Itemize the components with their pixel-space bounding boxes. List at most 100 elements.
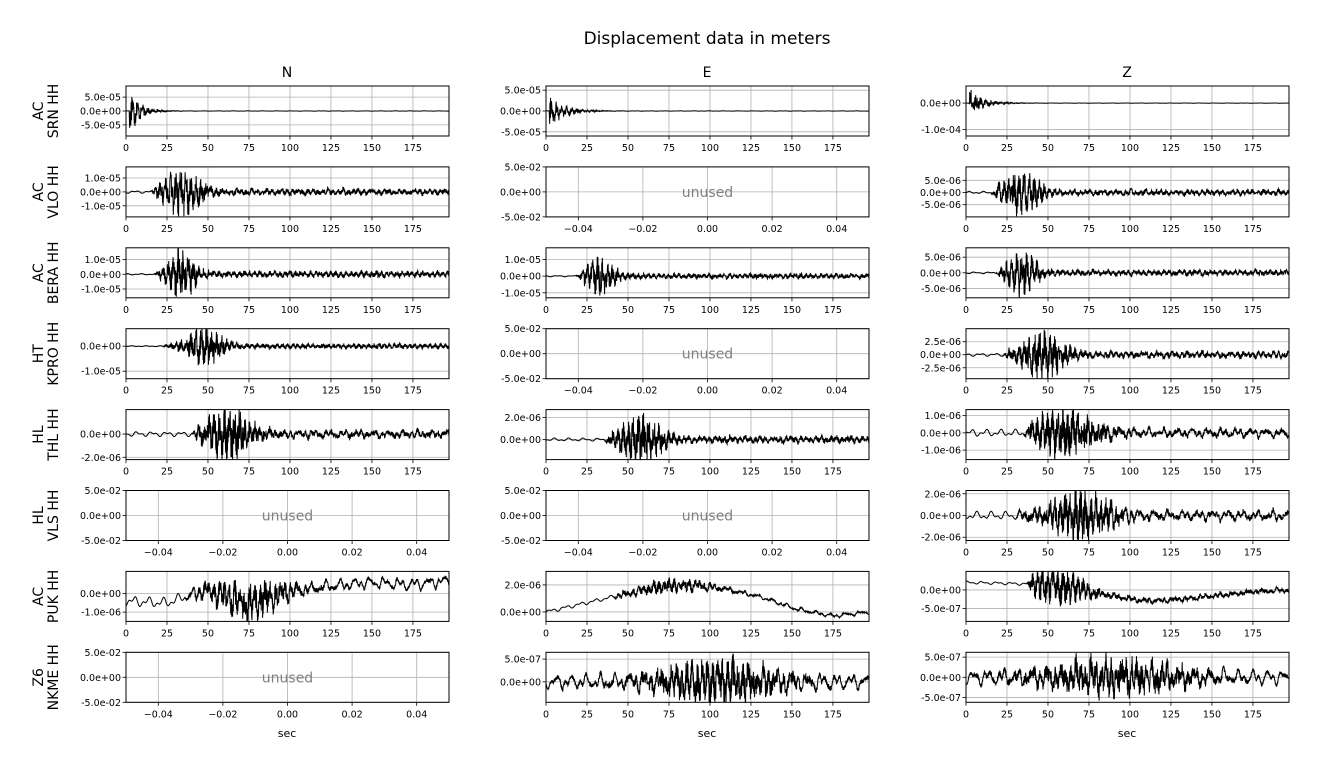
- column-title-n: N: [282, 65, 292, 81]
- y-tick-label: 5.0e-07: [505, 655, 541, 666]
- x-tick-label: 175: [824, 143, 842, 154]
- x-tick-label: 150: [363, 305, 381, 316]
- x-tick-label: 175: [1244, 709, 1262, 720]
- unused-label: unused: [262, 670, 313, 686]
- y-tick-label: 5.0e-02: [85, 486, 121, 497]
- y-tick-label: -2.0e-06: [81, 453, 121, 464]
- x-tick-label: 0: [963, 386, 969, 397]
- waveform-trace: [545, 653, 870, 703]
- x-tick-label: 0.02: [762, 386, 783, 397]
- x-tick-label: 0.04: [826, 224, 847, 235]
- x-tick-label: 75: [243, 628, 255, 639]
- column-title-e: E: [703, 65, 712, 81]
- x-tick-label: 150: [1203, 628, 1221, 639]
- panel-e-r7: 0 25 50 75 100 125 150 175 5.0e-07 0.0e+00: [500, 651, 870, 720]
- x-tick-label: 125: [742, 305, 760, 316]
- plot-area: [546, 571, 869, 622]
- panel-e-r6: 0 25 50 75 100 125 150 175 2.0e-06 0.0e+00: [500, 570, 870, 639]
- x-tick-label: 150: [1203, 143, 1221, 154]
- x-tick-label: 75: [1083, 305, 1095, 316]
- x-tick-label: 0: [123, 628, 129, 639]
- x-axis-label-e: sec: [698, 727, 717, 740]
- y-tick-label: 0.0e+00: [80, 673, 121, 684]
- panel-z-r4: 0 25 50 75 100 125 150 175 1.0e-06 0.0e+00 -1.0e-0…: [920, 409, 1290, 478]
- x-tick-label: 150: [1203, 709, 1221, 720]
- x-tick-label: 100: [701, 628, 719, 639]
- x-tick-label: 150: [363, 467, 381, 478]
- x-tick-label: 150: [363, 628, 381, 639]
- x-tick-label: 25: [1001, 709, 1013, 720]
- x-tick-label: 75: [243, 143, 255, 154]
- x-tick-label: 50: [202, 467, 214, 478]
- x-tick-label: −0.04: [144, 709, 173, 720]
- y-tick-label: 0.0e+00: [80, 107, 121, 118]
- x-tick-label: 175: [404, 143, 422, 154]
- waveform-trace: [545, 577, 870, 620]
- x-axis-label-n: sec: [278, 727, 297, 740]
- x-tick-label: 175: [1244, 143, 1262, 154]
- x-tick-label: 75: [1083, 386, 1095, 397]
- x-tick-label: 0.04: [826, 386, 847, 397]
- x-tick-label: −0.04: [144, 548, 173, 559]
- x-tick-label: 50: [202, 224, 214, 235]
- x-tick-label: 50: [1042, 386, 1054, 397]
- y-tick-label: 0.0e+00: [920, 188, 961, 199]
- waveform-trace: [966, 329, 1290, 380]
- x-tick-label: 100: [701, 305, 719, 316]
- plot-frame: [545, 490, 870, 541]
- x-tick-label: 0.00: [277, 709, 298, 720]
- x-tick-label: 0.04: [406, 709, 427, 720]
- x-tick-label: −0.02: [208, 548, 237, 559]
- x-tick-label: 0: [123, 305, 129, 316]
- x-tick-label: 0: [543, 305, 549, 316]
- y-tick-label: -1.0e-06: [81, 608, 121, 619]
- station-code-label: VLO HH: [46, 165, 62, 218]
- x-tick-label: 125: [742, 143, 760, 154]
- x-tick-label: 125: [1162, 467, 1180, 478]
- y-tick-label: 2.5e-06: [925, 337, 961, 348]
- station-network-label: AC: [31, 587, 47, 606]
- plot-frame: [965, 570, 1290, 622]
- y-tick-label: 5.0e-02: [505, 162, 541, 173]
- x-tick-label: 0: [543, 709, 549, 720]
- station-code-label: VLS HH: [46, 490, 62, 542]
- waveform-trace: [966, 89, 1289, 111]
- plot-area: [966, 86, 1289, 136]
- x-tick-label: −0.04: [564, 548, 593, 559]
- unused-label: unused: [262, 509, 313, 525]
- x-tick-label: 0: [543, 628, 549, 639]
- station-network-label: AC: [31, 101, 47, 120]
- x-tick-label: 25: [161, 467, 173, 478]
- x-axis-label-z: sec: [1118, 727, 1137, 740]
- x-tick-label: 50: [1042, 467, 1054, 478]
- x-tick-label: 100: [281, 467, 299, 478]
- panel-e-r5: −0.04 −0.02 0.00 0.02 0.04 5.0e-02 0.0e+00 -5.0…: [500, 486, 870, 559]
- x-tick-label: 50: [202, 305, 214, 316]
- y-tick-label: 0.0e+00: [920, 585, 961, 596]
- y-tick-label: 5.0e-07: [925, 653, 961, 664]
- x-tick-label: 175: [824, 628, 842, 639]
- y-tick-label: -1.0e-04: [921, 125, 961, 136]
- y-tick-label: 0.0e+00: [920, 268, 961, 279]
- x-tick-label: 75: [1083, 709, 1095, 720]
- x-tick-label: 175: [404, 467, 422, 478]
- y-tick-label: -5.0e-02: [81, 536, 121, 547]
- panel-e-r4: 0 25 50 75 100 125 150 175 2.0e-06 0.0e+00: [500, 409, 870, 478]
- panel-e-r2: 0 25 50 75 100 125 150 175 1.0e-05 0.0e+00 -1.0e-0…: [500, 247, 870, 316]
- x-tick-label: −0.04: [564, 386, 593, 397]
- panel-z-r3: 0 25 50 75 100 125 150 175 2.5e-06 0.0e+00 -2.5e-0…: [920, 328, 1290, 397]
- y-tick-label: 0.0e+00: [500, 187, 541, 198]
- x-tick-label: 175: [1244, 628, 1262, 639]
- y-tick-label: -5.0e-07: [921, 604, 961, 615]
- x-tick-label: 125: [322, 143, 340, 154]
- x-tick-label: 0.02: [342, 709, 363, 720]
- panel-n-r0: 0 25 50 75 100 125 150 175 5.0e-05 0.0e+00 -5.0e-0…: [80, 85, 450, 154]
- plot-frame: [965, 409, 1290, 461]
- station-network-label: HL: [31, 425, 47, 444]
- y-tick-label: 0.0e+00: [500, 511, 541, 522]
- unused-label: unused: [682, 509, 733, 525]
- y-tick-label: 0.0e+00: [500, 607, 541, 618]
- x-tick-label: 50: [1042, 709, 1054, 720]
- x-tick-label: 75: [243, 305, 255, 316]
- panel-z-r6: 0 25 50 75 100 125 150 175 0.0e+00 -5.0e-07: [920, 570, 1290, 639]
